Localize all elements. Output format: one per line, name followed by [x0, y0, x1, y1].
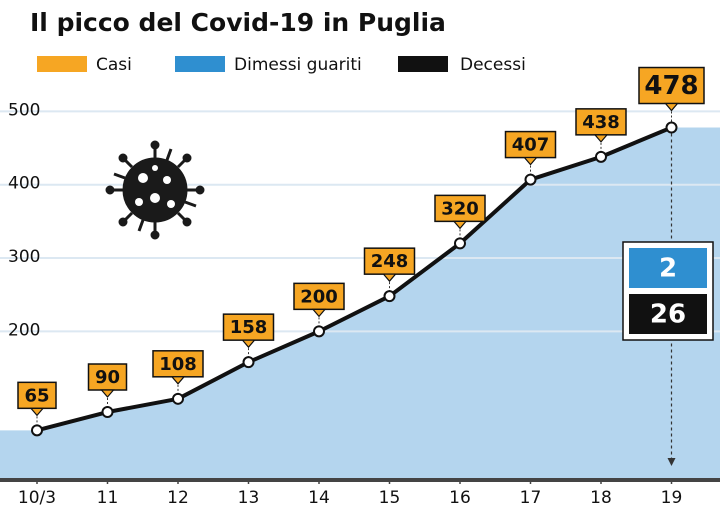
data-label: 158 — [230, 317, 268, 338]
x-tick-label: 10/3 — [18, 488, 56, 508]
value-box-label: 2 — [659, 254, 677, 284]
label-pointer — [29, 407, 45, 417]
label-pointer — [382, 273, 397, 283]
data-label: 200 — [300, 286, 338, 307]
y-tick-label: 400 — [8, 174, 40, 194]
area — [0, 127, 720, 478]
point — [454, 237, 466, 250]
label-box — [222, 313, 275, 341]
plot-area: 200 300 400 500 10/3 11 12 13 14 15 16 17 18 19 65 90 10… — [0, 66, 720, 508]
legend-label: Casi — [96, 55, 132, 75]
point — [101, 406, 114, 419]
data-label: 108 — [159, 354, 197, 375]
point — [313, 325, 325, 338]
legend-swatch — [37, 56, 87, 72]
data-label: 65 — [24, 385, 49, 406]
data-label: 248 — [371, 251, 409, 272]
label-pointer — [100, 389, 115, 398]
label-pointer — [311, 308, 327, 318]
line — [36, 125, 673, 433]
point — [383, 290, 396, 303]
label-pointer — [664, 102, 679, 112]
x-tick-label: 13 — [238, 488, 260, 508]
label-box — [363, 247, 416, 275]
data-label: 407 — [512, 135, 550, 156]
y-tick-label: 200 — [8, 320, 40, 340]
legend-label: Decessi — [460, 55, 526, 75]
value-box — [629, 248, 707, 288]
point — [524, 173, 537, 186]
label-box — [638, 66, 705, 105]
legend-swatch — [398, 56, 448, 72]
virus-icon — [105, 140, 205, 240]
y-tick-label: 500 — [8, 100, 40, 120]
x-tick-label: 18 — [590, 488, 612, 508]
point — [242, 356, 255, 369]
x-tick-label: 15 — [379, 488, 401, 508]
x-tick-label: 11 — [97, 488, 119, 508]
drop-arrowhead — [667, 458, 676, 466]
y-tick-label: 300 — [8, 247, 40, 267]
point — [665, 121, 678, 134]
value-box — [629, 294, 707, 334]
point — [595, 150, 607, 163]
value-box-label: 26 — [650, 300, 686, 330]
label-box — [152, 350, 204, 378]
label-pointer — [593, 134, 609, 143]
label-pointer — [241, 339, 256, 349]
data-label: 478 — [644, 71, 698, 101]
x-axis-band — [0, 478, 720, 482]
legend-label: Dimessi guariti — [234, 55, 362, 75]
data-label: 90 — [95, 367, 120, 388]
label-pointer — [170, 376, 186, 385]
legend-swatch — [175, 56, 225, 72]
label-pointer — [523, 156, 538, 166]
point — [172, 392, 184, 405]
data-label: 320 — [441, 198, 479, 219]
data-label: 438 — [582, 112, 620, 133]
label-pointer — [452, 220, 468, 230]
x-tick-label: 14 — [308, 488, 330, 508]
x-tick-label: 12 — [167, 488, 189, 508]
chart-title: Il picco del Covid-19 in Puglia — [30, 8, 446, 37]
point — [31, 424, 43, 437]
x-tick-label: 17 — [520, 488, 542, 508]
label-box — [575, 108, 627, 136]
x-tick-label: 19 — [661, 488, 683, 508]
x-tick-label: 16 — [449, 488, 471, 508]
